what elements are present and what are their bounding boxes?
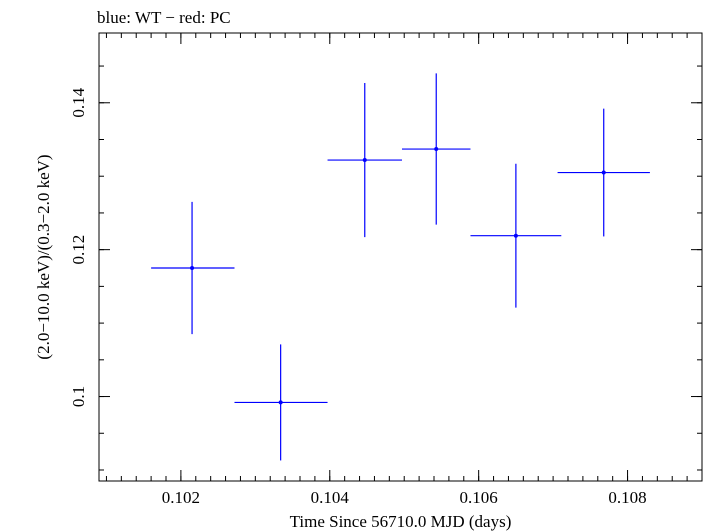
y-tick-label: 0.14 — [69, 87, 88, 117]
x-tick-label: 0.104 — [311, 488, 350, 507]
y-axis-label: (2.0−10.0 keV)/(0.3−2.0 keV) — [34, 154, 53, 359]
y-axis: 0.1 0.12 0.14 — [69, 65, 702, 471]
x-tick-label: 0.108 — [608, 488, 646, 507]
y-tick-label: 0.12 — [69, 235, 88, 265]
data-point — [401, 73, 471, 225]
plot-frame — [98, 32, 703, 482]
data-marker — [434, 147, 439, 152]
x-axis: 0.102 0.104 0.106 0.108 — [105, 33, 703, 507]
data-marker — [601, 170, 606, 175]
x-tick-label: 0.106 — [460, 488, 498, 507]
data-point — [234, 344, 328, 461]
data-point — [151, 201, 235, 335]
data-marker — [190, 266, 195, 271]
data-point — [557, 108, 650, 237]
data-marker — [362, 158, 367, 163]
data-point — [327, 82, 402, 238]
y-tick-label: 0.1 — [69, 386, 88, 407]
data-marker — [513, 233, 518, 238]
chart-title: blue: WT − red: PC — [97, 8, 231, 27]
data-point — [470, 163, 562, 308]
data-series — [151, 73, 650, 461]
series-0 — [151, 73, 650, 461]
x-tick-label: 0.102 — [162, 488, 200, 507]
x-axis-label: Time Since 56710.0 MJD (days) — [290, 512, 512, 531]
data-marker — [278, 400, 283, 405]
